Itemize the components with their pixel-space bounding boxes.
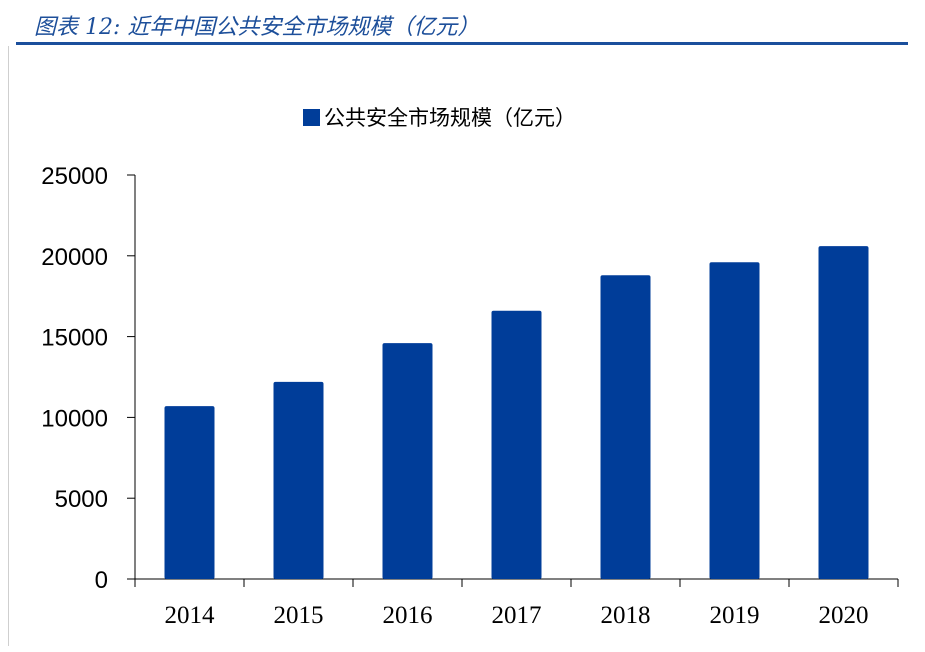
y-tick-label: 25000 bbox=[41, 163, 108, 190]
bar-2018 bbox=[600, 275, 651, 579]
x-tick-label: 2016 bbox=[383, 602, 433, 629]
x-tick-label: 2020 bbox=[819, 602, 869, 629]
x-tick-label: 2015 bbox=[274, 602, 324, 629]
bar-2015 bbox=[273, 381, 324, 579]
figure-title: 图表 12: 近年中国公共安全市场规模（亿元） bbox=[34, 15, 480, 40]
bar-2016 bbox=[382, 343, 433, 579]
bar-series bbox=[164, 246, 869, 579]
legend-label: 公共安全市场规模（亿元） bbox=[324, 106, 576, 130]
bar-2019 bbox=[709, 262, 760, 579]
x-axis-ticks: 2014 2015 2016 2017 2018 2019 2020 bbox=[134, 579, 899, 629]
bar-2020 bbox=[818, 246, 869, 579]
y-axis-ticks: 0 5000 10000 15000 20000 25000 bbox=[41, 163, 135, 594]
title-underline bbox=[16, 42, 908, 45]
legend-swatch bbox=[303, 108, 320, 126]
y-tick-label: 5000 bbox=[55, 486, 108, 513]
frame-left-border bbox=[8, 46, 9, 646]
x-tick-label: 2018 bbox=[601, 602, 651, 629]
x-tick-label: 2019 bbox=[710, 602, 760, 629]
chart-legend: 公共安全市场规模（亿元） bbox=[303, 102, 576, 132]
bar-2017 bbox=[491, 310, 542, 579]
y-tick-label: 20000 bbox=[41, 244, 108, 271]
bar-2014 bbox=[164, 406, 215, 579]
x-tick-label: 2017 bbox=[492, 602, 542, 629]
x-tick-label: 2014 bbox=[165, 602, 216, 629]
y-tick-label: 10000 bbox=[41, 405, 108, 432]
y-tick-label: 15000 bbox=[41, 325, 108, 352]
y-tick-label: 0 bbox=[95, 567, 108, 594]
